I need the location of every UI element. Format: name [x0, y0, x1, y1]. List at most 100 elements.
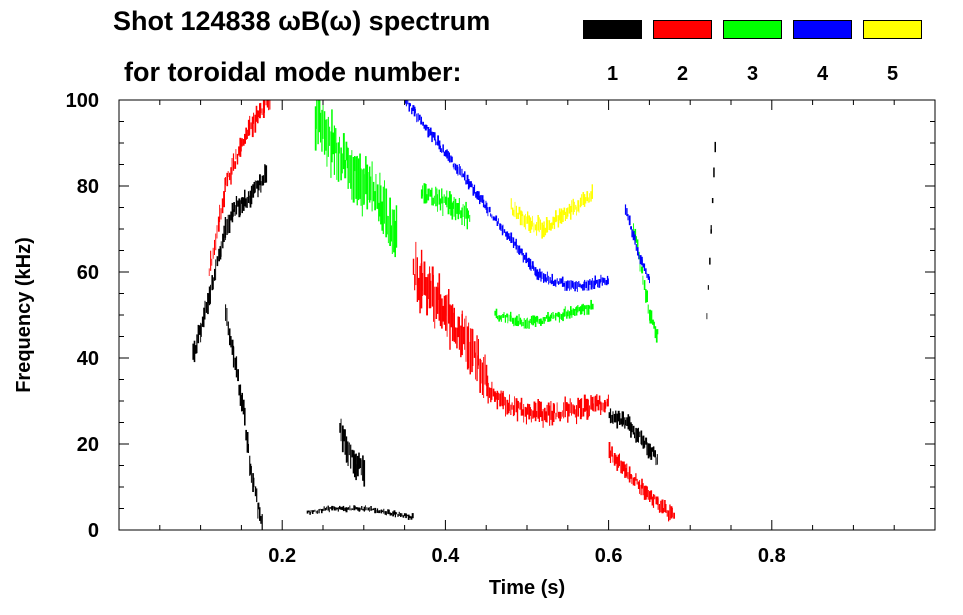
spectral-mark	[669, 504, 671, 521]
spectral-mark	[530, 265, 532, 271]
spectral-mark	[418, 277, 420, 301]
spectral-mark	[579, 398, 582, 420]
spectral-mark	[438, 140, 441, 150]
axis-tick-labels: 0.2 0.4 0.6 0.8 0 20 40 60 80 100	[66, 90, 786, 567]
spectral-mark	[529, 407, 531, 416]
spectral-mark	[551, 410, 554, 426]
spectral-mark	[634, 234, 636, 245]
spectral-mark	[442, 305, 444, 322]
spectral-mark	[222, 233, 224, 249]
spectral-mark	[378, 202, 380, 222]
spectral-mark	[462, 173, 465, 178]
spectral-mark	[321, 109, 323, 152]
spectral-mark	[561, 276, 564, 287]
spectral-mark	[210, 250, 212, 271]
spectral-mark	[567, 403, 569, 423]
spectral-mark	[435, 186, 437, 207]
spectral-mark	[311, 510, 314, 514]
spectral-mark	[488, 206, 491, 213]
spectral-mark	[549, 277, 551, 284]
spectral-mark	[252, 473, 254, 492]
spectral-mark	[519, 317, 522, 325]
spectral-mark	[490, 387, 492, 403]
spectral-mark	[547, 219, 549, 233]
spectral-mark	[439, 145, 441, 152]
spectral-mark	[615, 410, 617, 423]
spectral-mark	[332, 506, 334, 509]
spectral-mark	[314, 509, 316, 512]
spectral-mark	[359, 458, 362, 468]
spectral-mark	[227, 171, 229, 178]
spectral-mark	[556, 402, 558, 417]
spectral-mark	[456, 164, 458, 174]
spectral-mark	[576, 405, 578, 425]
spectral-mark	[233, 202, 235, 212]
spectral-mark	[325, 119, 327, 151]
spectral-mark	[603, 277, 605, 283]
spectral-mark	[450, 155, 452, 163]
spectral-mark	[476, 335, 478, 382]
spectral-mark	[515, 315, 518, 326]
spectral-mark	[472, 187, 475, 196]
spectral-mark	[564, 211, 566, 221]
spectral-mark	[630, 474, 632, 479]
spectral-mark	[585, 281, 588, 288]
spectral-mark	[387, 216, 389, 244]
spectral-mark	[405, 100, 407, 107]
spectral-mark	[495, 392, 497, 400]
spectral-mark	[532, 215, 533, 227]
spectral-mark	[512, 237, 515, 248]
spectral-mark	[392, 511, 394, 517]
spectral-mark	[576, 206, 577, 216]
spectral-mark	[225, 177, 226, 185]
spectral-mark	[656, 454, 658, 465]
spectral-mark	[639, 431, 641, 438]
spectral-mark	[620, 460, 622, 474]
spectral-mark	[619, 453, 620, 467]
spectral-mark	[641, 256, 643, 266]
spectral-mark	[645, 268, 647, 274]
spectral-mark	[239, 137, 242, 157]
spectral-mark	[486, 202, 488, 214]
spectral-mark	[385, 511, 387, 516]
spectral-mark	[449, 304, 451, 350]
spectral-mark	[260, 102, 262, 114]
spectral-mark	[354, 506, 356, 510]
spectral-mark	[431, 131, 433, 143]
spectral-mark	[382, 510, 384, 512]
spectral-mark	[335, 507, 337, 511]
spectral-mark	[650, 447, 653, 460]
legend-swatch-mode-5	[863, 20, 922, 39]
spectral-mark	[499, 223, 502, 230]
spectral-mark	[528, 320, 530, 329]
spectral-mark	[713, 167, 715, 178]
spectral-mark	[394, 511, 396, 518]
spectral-mark	[503, 229, 506, 233]
spectral-mark	[589, 305, 591, 309]
spectral-mark	[340, 147, 342, 181]
spectral-mark	[471, 183, 473, 188]
spectral-mark	[536, 315, 538, 322]
spectral-mark	[546, 271, 548, 281]
spectral-mark	[597, 400, 600, 411]
spectral-mark	[586, 280, 588, 291]
spectral-mark	[441, 148, 443, 153]
spectral-mark	[246, 129, 248, 139]
spectral-mark	[504, 315, 506, 323]
spectral-mark	[465, 180, 467, 185]
spectral-mark	[458, 164, 460, 175]
mode-2-trace	[608, 442, 675, 522]
spectral-mark	[244, 407, 246, 426]
spectral-mark	[354, 156, 356, 172]
spectral-mark	[363, 460, 366, 487]
spectral-mark	[529, 318, 531, 323]
spectral-mark	[245, 198, 247, 208]
spectral-mark	[314, 106, 317, 151]
spectral-mark	[542, 317, 544, 321]
spectral-mark	[253, 112, 255, 124]
spectral-mark	[579, 306, 582, 315]
spectral-mark	[597, 279, 599, 288]
spectral-mark	[192, 343, 194, 360]
legend-label-mode-3: 3	[746, 63, 759, 85]
spectral-mark	[626, 417, 628, 426]
